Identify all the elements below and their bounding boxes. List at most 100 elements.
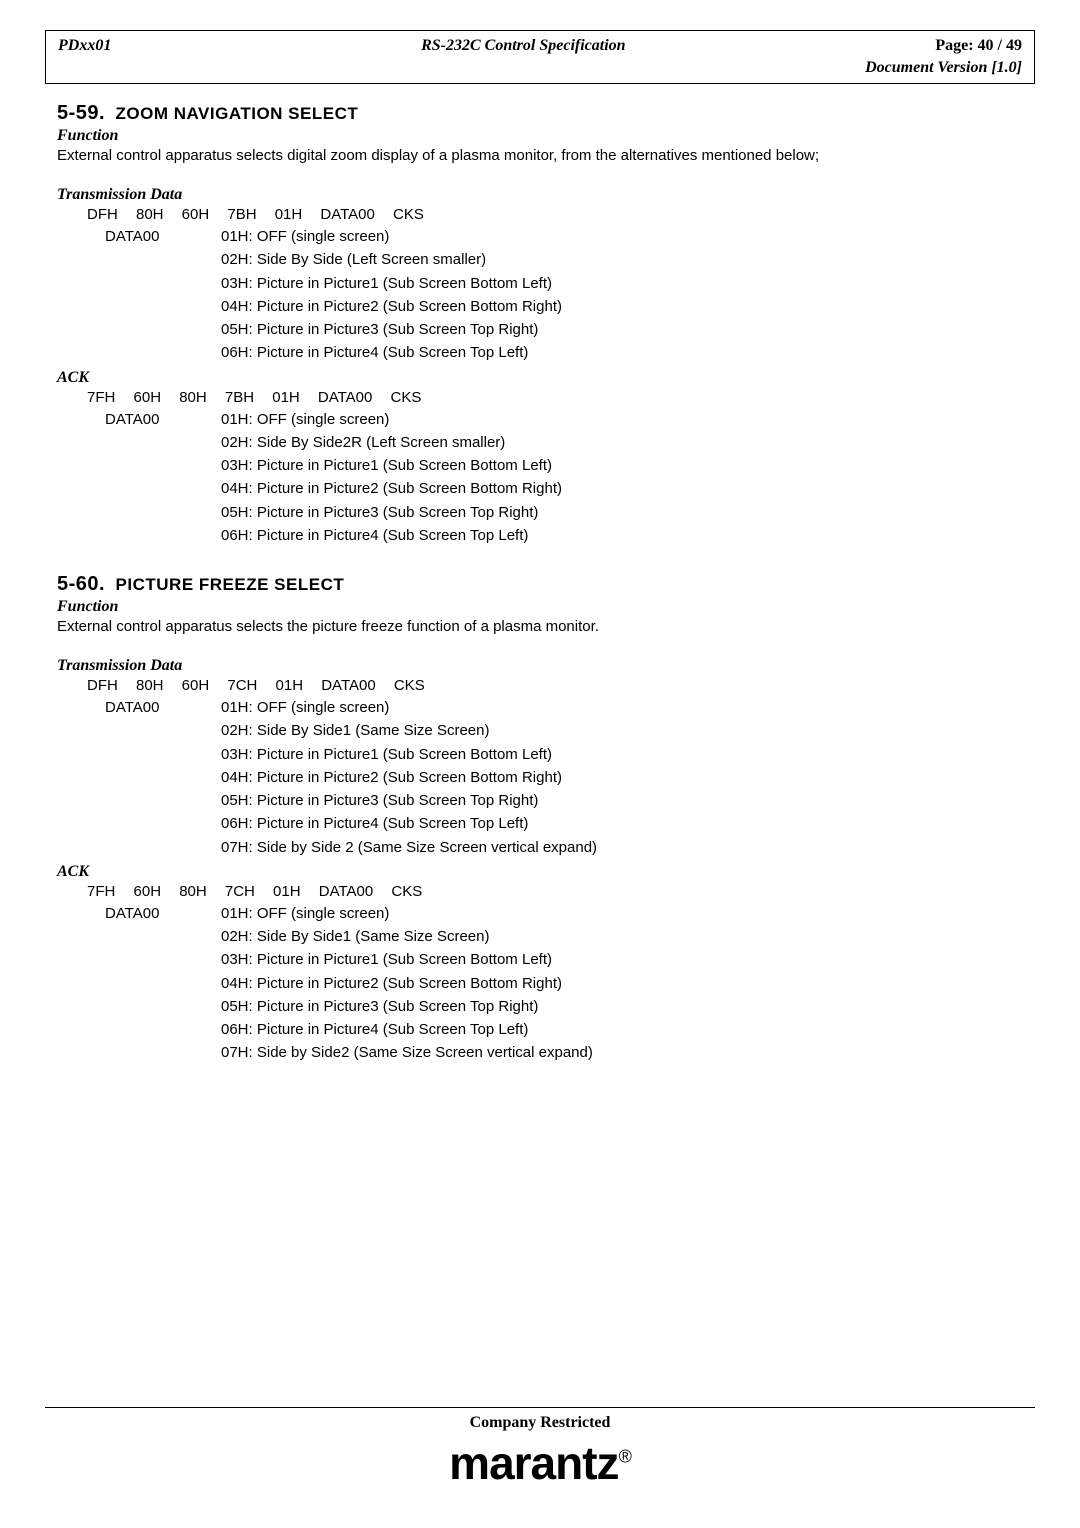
data-key: DATA00	[105, 408, 221, 431]
data-key	[105, 454, 221, 477]
data-key	[105, 341, 221, 364]
function-label: Function	[57, 598, 1023, 616]
footer-label: Company Restricted	[45, 1414, 1035, 1432]
data-key	[105, 948, 221, 971]
data-val: 05H: Picture in Picture3 (Sub Screen Top…	[221, 318, 1023, 341]
page-header: PDxx01 RS-232C Control Specification Pag…	[45, 30, 1035, 84]
header-title: RS-232C Control Specification	[111, 37, 935, 55]
ack-label: ACK	[57, 863, 1023, 881]
data-row: 03H: Picture in Picture1 (Sub Screen Bot…	[105, 454, 1023, 477]
brand-text: marantz	[449, 1437, 618, 1489]
data-val: 07H: Side by Side2 (Same Size Screen ver…	[221, 1041, 1023, 1064]
header-version: Document Version [1.0]	[58, 59, 1022, 77]
data-key	[105, 431, 221, 454]
function-description: External control apparatus selects digit…	[57, 147, 1023, 164]
data-key	[105, 719, 221, 742]
data-row: 07H: Side by Side 2 (Same Size Screen ve…	[105, 836, 1023, 859]
data-key	[105, 1018, 221, 1041]
data-val: 05H: Picture in Picture3 (Sub Screen Top…	[221, 995, 1023, 1018]
data-key	[105, 995, 221, 1018]
data-row: 03H: Picture in Picture1 (Sub Screen Bot…	[105, 948, 1023, 971]
data-val: 06H: Picture in Picture4 (Sub Screen Top…	[221, 812, 1023, 835]
data-val: 04H: Picture in Picture2 (Sub Screen Bot…	[221, 766, 1023, 789]
section-title-5-59: 5-59. ZOOM NAVIGATION SELECT	[57, 102, 1023, 125]
data-key	[105, 501, 221, 524]
data-val: 04H: Picture in Picture2 (Sub Screen Bot…	[221, 295, 1023, 318]
page-footer: Company Restricted marantz®	[45, 1407, 1035, 1490]
data-val: 03H: Picture in Picture1 (Sub Screen Bot…	[221, 743, 1023, 766]
data-val: 05H: Picture in Picture3 (Sub Screen Top…	[221, 501, 1023, 524]
data-key	[105, 318, 221, 341]
data-row: 04H: Picture in Picture2 (Sub Screen Bot…	[105, 477, 1023, 500]
section-number: 5-60.	[57, 573, 105, 595]
data-row: DATA0001H: OFF (single screen)	[105, 408, 1023, 431]
ack-label: ACK	[57, 369, 1023, 387]
data-key	[105, 789, 221, 812]
page-content: 5-59. ZOOM NAVIGATION SELECT Function Ex…	[45, 102, 1035, 1065]
data-row: 06H: Picture in Picture4 (Sub Screen Top…	[105, 341, 1023, 364]
data-key	[105, 477, 221, 500]
data-key: DATA00	[105, 225, 221, 248]
ack-data-block: DATA0001H: OFF (single screen) 02H: Side…	[57, 408, 1023, 548]
data-row: 02H: Side By Side1 (Same Size Screen)	[105, 925, 1023, 948]
tx-bytes: DFH 80H 60H 7CH 01H DATA00 CKS	[57, 677, 1023, 694]
data-val: 02H: Side By Side2R (Left Screen smaller…	[221, 431, 1023, 454]
ack-data-block: DATA0001H: OFF (single screen) 02H: Side…	[57, 902, 1023, 1065]
data-key	[105, 836, 221, 859]
data-val: 01H: OFF (single screen)	[221, 696, 1023, 719]
section-name: ZOOM NAVIGATION SELECT	[116, 104, 359, 123]
data-row: DATA0001H: OFF (single screen)	[105, 696, 1023, 719]
data-val: 02H: Side By Side (Left Screen smaller)	[221, 248, 1023, 271]
data-val: 01H: OFF (single screen)	[221, 902, 1023, 925]
header-page: Page: 40 / 49	[935, 37, 1022, 55]
data-val: 04H: Picture in Picture2 (Sub Screen Bot…	[221, 477, 1023, 500]
data-row: 05H: Picture in Picture3 (Sub Screen Top…	[105, 789, 1023, 812]
data-row: 06H: Picture in Picture4 (Sub Screen Top…	[105, 812, 1023, 835]
function-label: Function	[57, 127, 1023, 145]
tx-data-block: DATA0001H: OFF (single screen) 02H: Side…	[57, 225, 1023, 365]
data-row: 04H: Picture in Picture2 (Sub Screen Bot…	[105, 295, 1023, 318]
data-val: 03H: Picture in Picture1 (Sub Screen Bot…	[221, 948, 1023, 971]
data-val: 06H: Picture in Picture4 (Sub Screen Top…	[221, 524, 1023, 547]
transmission-data-label: Transmission Data	[57, 186, 1023, 204]
data-key	[105, 766, 221, 789]
data-val: 06H: Picture in Picture4 (Sub Screen Top…	[221, 341, 1023, 364]
data-row: 06H: Picture in Picture4 (Sub Screen Top…	[105, 1018, 1023, 1041]
data-key: DATA00	[105, 902, 221, 925]
data-key	[105, 1041, 221, 1064]
data-row: 04H: Picture in Picture2 (Sub Screen Bot…	[105, 972, 1023, 995]
data-key	[105, 743, 221, 766]
data-key	[105, 812, 221, 835]
data-row: 03H: Picture in Picture1 (Sub Screen Bot…	[105, 743, 1023, 766]
transmission-data-label: Transmission Data	[57, 657, 1023, 675]
data-row: 02H: Side By Side1 (Same Size Screen)	[105, 719, 1023, 742]
data-row: 05H: Picture in Picture3 (Sub Screen Top…	[105, 318, 1023, 341]
section-name: PICTURE FREEZE SELECT	[116, 575, 345, 594]
data-key	[105, 524, 221, 547]
data-row: 02H: Side By Side (Left Screen smaller)	[105, 248, 1023, 271]
data-row: 06H: Picture in Picture4 (Sub Screen Top…	[105, 524, 1023, 547]
data-key	[105, 925, 221, 948]
data-key	[105, 272, 221, 295]
data-key	[105, 295, 221, 318]
data-row: 02H: Side By Side2R (Left Screen smaller…	[105, 431, 1023, 454]
data-val: 05H: Picture in Picture3 (Sub Screen Top…	[221, 789, 1023, 812]
data-val: 04H: Picture in Picture2 (Sub Screen Bot…	[221, 972, 1023, 995]
ack-bytes: 7FH 60H 80H 7BH 01H DATA00 CKS	[57, 389, 1023, 406]
tx-bytes: DFH 80H 60H 7BH 01H DATA00 CKS	[57, 206, 1023, 223]
data-row: DATA0001H: OFF (single screen)	[105, 902, 1023, 925]
data-key: DATA00	[105, 696, 221, 719]
data-val: 02H: Side By Side1 (Same Size Screen)	[221, 719, 1023, 742]
data-val: 07H: Side by Side 2 (Same Size Screen ve…	[221, 836, 1023, 859]
footer-rule	[45, 1407, 1035, 1408]
section-title-5-60: 5-60. PICTURE FREEZE SELECT	[57, 573, 1023, 596]
data-val: 02H: Side By Side1 (Same Size Screen)	[221, 925, 1023, 948]
data-key	[105, 248, 221, 271]
function-description: External control apparatus selects the p…	[57, 618, 1023, 635]
data-val: 06H: Picture in Picture4 (Sub Screen Top…	[221, 1018, 1023, 1041]
registered-icon: ®	[619, 1447, 631, 1467]
data-row: 05H: Picture in Picture3 (Sub Screen Top…	[105, 995, 1023, 1018]
data-row: 03H: Picture in Picture1 (Sub Screen Bot…	[105, 272, 1023, 295]
data-val: 03H: Picture in Picture1 (Sub Screen Bot…	[221, 272, 1023, 295]
data-row: DATA0001H: OFF (single screen)	[105, 225, 1023, 248]
